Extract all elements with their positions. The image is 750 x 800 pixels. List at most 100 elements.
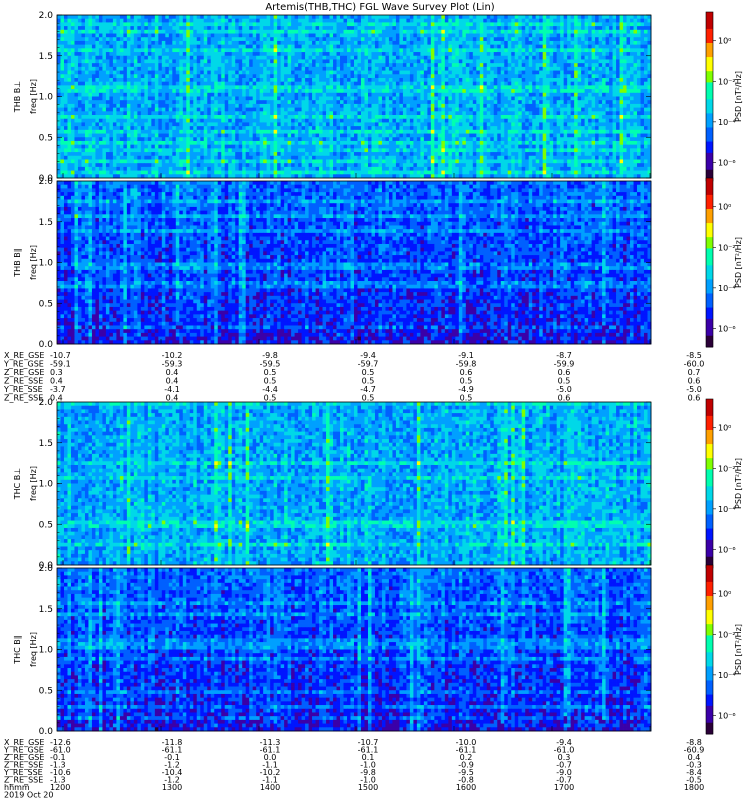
heatmap-cell <box>431 48 435 52</box>
heatmap-cell <box>207 74 211 78</box>
heatmap-cell <box>424 15 428 19</box>
heatmap-cell <box>571 56 575 60</box>
heatmap-cell <box>403 59 407 63</box>
heatmap-cell <box>466 67 470 71</box>
heatmap-cell <box>316 67 320 71</box>
heatmap-cell <box>613 19 617 23</box>
heatmap-cell <box>281 111 285 115</box>
heatmap-cell <box>627 115 631 119</box>
heatmap-cell <box>497 45 501 49</box>
heatmap-cell <box>480 85 484 89</box>
heatmap-cell <box>228 108 232 112</box>
heatmap-cell <box>333 108 337 112</box>
heatmap-cell <box>602 104 606 108</box>
heatmap-cell <box>543 56 547 60</box>
heatmap-cell <box>476 74 480 78</box>
heatmap-cell <box>169 22 173 26</box>
heatmap-cell <box>480 89 484 93</box>
heatmap-cell <box>113 97 117 101</box>
heatmap-cell <box>225 93 229 97</box>
heatmap-cell <box>298 37 302 41</box>
heatmap-cell <box>613 85 617 89</box>
heatmap-cell <box>295 63 299 67</box>
heatmap-cell <box>246 111 250 115</box>
heatmap-cell <box>508 34 512 38</box>
heatmap-cell <box>263 22 267 26</box>
heatmap-cell <box>476 22 480 26</box>
heatmap-cell <box>270 111 274 115</box>
heatmap-cell <box>274 22 278 26</box>
heatmap-cell <box>214 67 218 71</box>
heatmap-cell <box>113 115 117 119</box>
heatmap-cell <box>585 52 589 56</box>
heatmap-cell <box>305 71 309 75</box>
heatmap-cell <box>197 104 201 108</box>
heatmap-cell <box>392 74 396 78</box>
heatmap-cell <box>186 122 190 126</box>
heatmap-cell <box>337 41 341 45</box>
heatmap-cell <box>277 63 281 67</box>
heatmap-cell <box>361 59 365 63</box>
heatmap-cell <box>309 100 313 104</box>
heatmap-cell <box>620 30 624 34</box>
heatmap-cell <box>106 111 110 115</box>
heatmap-cell <box>574 26 578 30</box>
heatmap-cell <box>123 115 127 119</box>
heatmap-cell <box>462 108 466 112</box>
heatmap-cell <box>403 34 407 38</box>
heatmap-cell <box>543 30 547 34</box>
heatmap-cell <box>609 100 613 104</box>
heatmap-cell <box>193 15 197 19</box>
heatmap-cell <box>466 19 470 23</box>
heatmap-cell <box>588 119 592 123</box>
heatmap-cell <box>581 45 585 49</box>
heatmap-cell <box>567 19 571 23</box>
heatmap-cell <box>532 45 536 49</box>
heatmap-cell <box>186 119 190 123</box>
heatmap-cell <box>267 93 271 97</box>
heatmap-cell <box>389 34 393 38</box>
heatmap-cell <box>417 59 421 63</box>
heatmap-cell <box>494 34 498 38</box>
heatmap-cell <box>599 22 603 26</box>
heatmap-cell <box>375 45 379 49</box>
heatmap-cell <box>183 100 187 104</box>
heatmap-cell <box>532 71 536 75</box>
heatmap-cell <box>127 59 131 63</box>
heatmap-cell <box>578 82 582 86</box>
heatmap-cell <box>148 45 152 49</box>
heatmap-cell <box>337 45 341 49</box>
heatmap-cell <box>130 100 134 104</box>
heatmap-cell <box>553 82 557 86</box>
heatmap-cell <box>630 37 634 41</box>
heatmap-cell <box>92 37 96 41</box>
heatmap-cell <box>312 97 316 101</box>
heatmap-cell <box>78 74 82 78</box>
heatmap-cell <box>620 111 624 115</box>
heatmap-cell <box>609 119 613 123</box>
heatmap-cell <box>186 104 190 108</box>
heatmap-cell <box>490 59 494 63</box>
heatmap-cell <box>281 45 285 49</box>
heatmap-cell <box>134 30 138 34</box>
heatmap-cell <box>462 15 466 19</box>
heatmap-cell <box>113 89 117 93</box>
heatmap-cell <box>378 41 382 45</box>
heatmap-cell <box>630 52 634 56</box>
heatmap-cell <box>288 115 292 119</box>
heatmap-cell <box>169 71 173 75</box>
heatmap-cell <box>606 37 610 41</box>
heatmap-cell <box>623 52 627 56</box>
heatmap-cell <box>595 111 599 115</box>
heatmap-cell <box>634 59 638 63</box>
heatmap-cell <box>197 34 201 38</box>
heatmap-cell <box>455 48 459 52</box>
heatmap-cell <box>256 104 260 108</box>
heatmap-cell <box>270 63 274 67</box>
heatmap-cell <box>319 67 323 71</box>
heatmap-cell <box>354 63 358 67</box>
heatmap-cell <box>326 52 330 56</box>
heatmap-cell <box>78 111 82 115</box>
heatmap-cell <box>95 104 99 108</box>
heatmap-cell <box>546 104 550 108</box>
